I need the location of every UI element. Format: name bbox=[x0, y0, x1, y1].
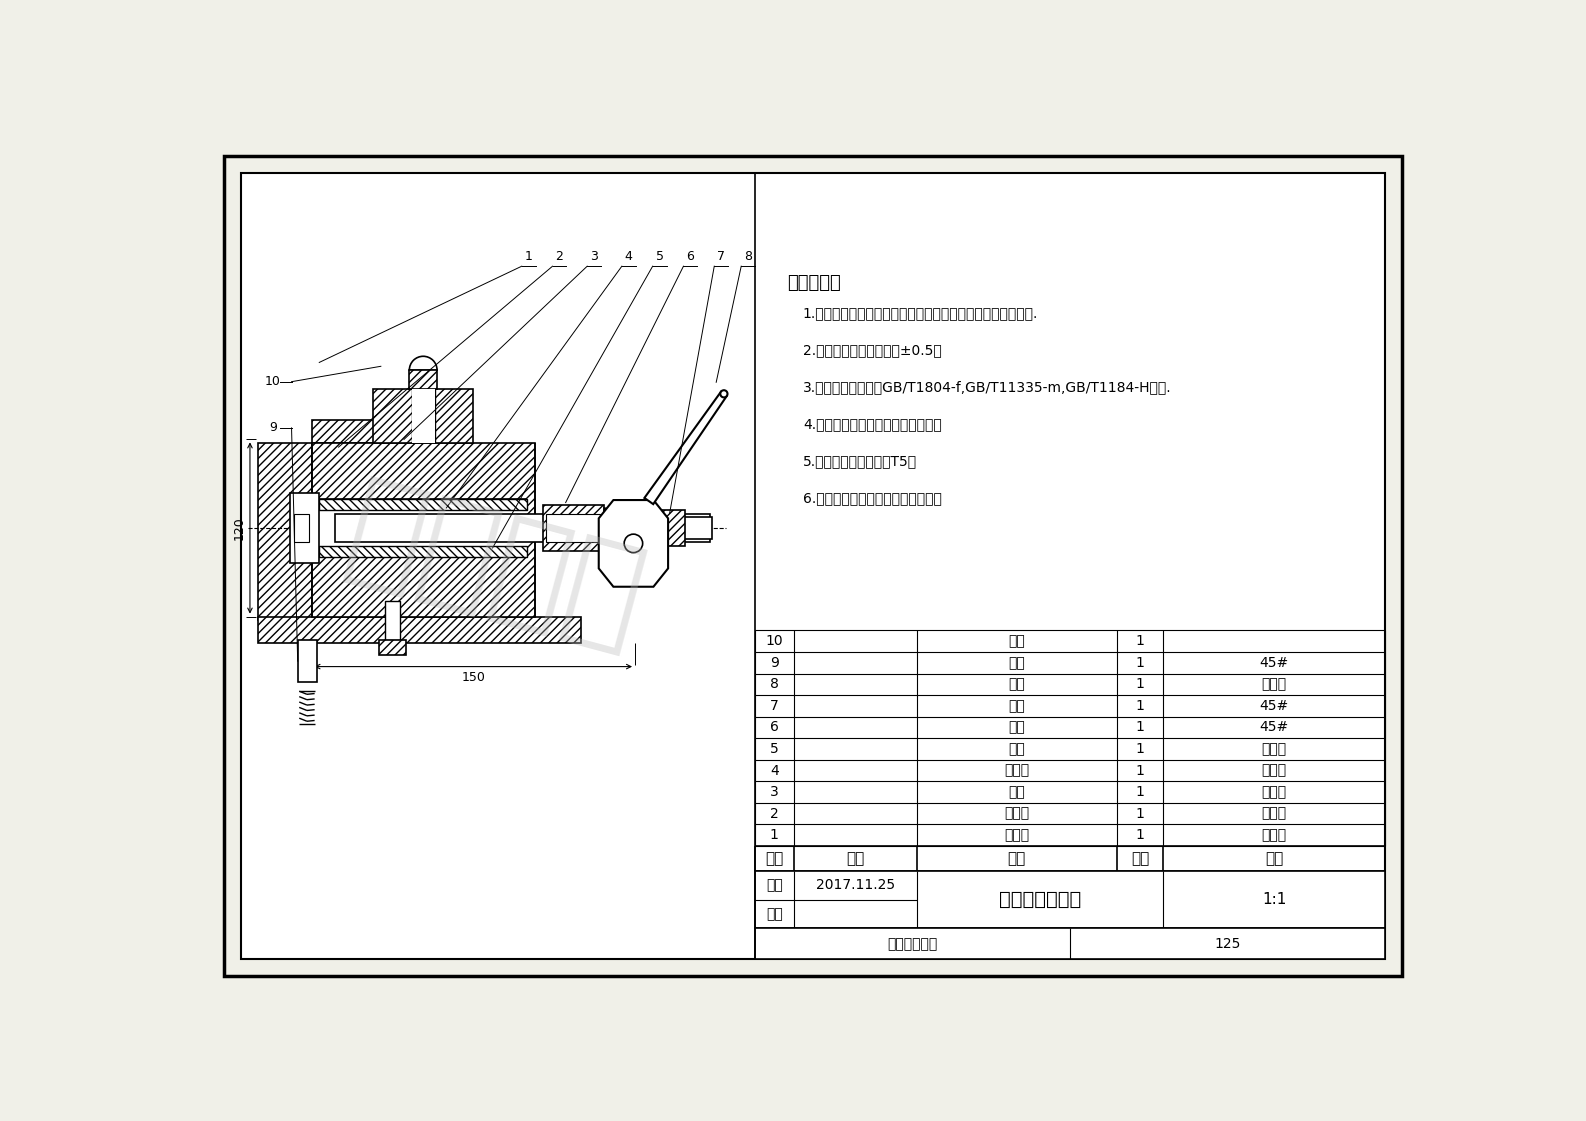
Text: 弹簧: 弹簧 bbox=[1009, 634, 1025, 648]
Text: 45#: 45# bbox=[1259, 656, 1289, 669]
Bar bbox=[412, 389, 435, 443]
Text: 4: 4 bbox=[769, 763, 779, 778]
Text: 45#: 45# bbox=[1259, 698, 1289, 713]
Text: 1: 1 bbox=[1136, 721, 1145, 734]
Bar bbox=[311, 443, 534, 617]
Text: 夹研科技: 夹研科技 bbox=[335, 470, 655, 664]
Text: 9: 9 bbox=[769, 656, 779, 669]
Polygon shape bbox=[644, 391, 726, 504]
Text: 1: 1 bbox=[525, 250, 533, 263]
Text: 支承轴: 支承轴 bbox=[1004, 828, 1029, 842]
Text: 铝合金: 铝合金 bbox=[1261, 785, 1286, 799]
Text: 45#: 45# bbox=[1259, 721, 1289, 734]
Text: 铝合金: 铝合金 bbox=[1261, 742, 1286, 756]
Text: 8: 8 bbox=[769, 677, 779, 692]
Text: 制图: 制图 bbox=[766, 878, 783, 892]
Text: 4.零件锐角倒钝；去除毛刺、飞边。: 4.零件锐角倒钝；去除毛刺、飞边。 bbox=[803, 417, 942, 432]
Text: 技术要求：: 技术要求： bbox=[787, 274, 841, 291]
Text: 螺塞: 螺塞 bbox=[1009, 656, 1025, 669]
Bar bbox=[547, 515, 601, 541]
Text: 自引式辅助支承: 自引式辅助支承 bbox=[999, 890, 1082, 909]
Text: 扳手: 扳手 bbox=[1009, 677, 1025, 692]
Text: 1: 1 bbox=[1136, 828, 1145, 842]
Text: 10: 10 bbox=[265, 376, 281, 388]
Bar bbox=[298, 640, 317, 682]
Text: 铝合金: 铝合金 bbox=[1261, 807, 1286, 821]
Text: 4: 4 bbox=[625, 250, 633, 263]
Text: 1: 1 bbox=[1136, 677, 1145, 692]
Bar bbox=[379, 640, 406, 655]
Text: 1: 1 bbox=[1136, 763, 1145, 778]
Wedge shape bbox=[409, 356, 438, 370]
Bar bbox=[257, 443, 311, 620]
Text: 1: 1 bbox=[1136, 698, 1145, 713]
Text: 2: 2 bbox=[769, 807, 779, 821]
Bar bbox=[385, 601, 400, 640]
Text: 衬套: 衬套 bbox=[1009, 785, 1025, 799]
Text: 1: 1 bbox=[1136, 634, 1145, 648]
Text: 序号: 序号 bbox=[764, 851, 783, 865]
Bar bbox=[319, 499, 527, 557]
Text: 铝合金: 铝合金 bbox=[1261, 763, 1286, 778]
Text: 6: 6 bbox=[687, 250, 695, 263]
Circle shape bbox=[720, 390, 728, 398]
Bar bbox=[257, 617, 580, 643]
Text: 1: 1 bbox=[1136, 742, 1145, 756]
Bar bbox=[755, 928, 1385, 960]
Text: 1: 1 bbox=[769, 828, 779, 842]
Bar bbox=[409, 370, 438, 389]
Text: 9: 9 bbox=[270, 421, 278, 435]
Text: 防尘盖: 防尘盖 bbox=[1004, 807, 1029, 821]
Text: 10: 10 bbox=[766, 634, 783, 648]
Text: 支承座: 支承座 bbox=[1004, 763, 1029, 778]
Text: 校核: 校核 bbox=[766, 907, 783, 921]
Text: 120: 120 bbox=[233, 516, 246, 540]
Polygon shape bbox=[600, 500, 668, 586]
Text: 5: 5 bbox=[655, 250, 663, 263]
Bar bbox=[319, 499, 527, 510]
Text: 1: 1 bbox=[1136, 656, 1145, 669]
Text: 名称: 名称 bbox=[1007, 851, 1026, 865]
Polygon shape bbox=[604, 508, 650, 548]
Text: 150: 150 bbox=[462, 670, 485, 684]
Text: 7: 7 bbox=[717, 250, 725, 263]
Text: 1: 1 bbox=[1136, 807, 1145, 821]
Bar bbox=[290, 492, 319, 564]
Text: 数量: 数量 bbox=[1131, 851, 1150, 865]
Text: 6: 6 bbox=[769, 721, 779, 734]
Text: 1.零件不能有变形、裂纹等缺陷，零件表面不能有划痕、擦伤.: 1.零件不能有变形、裂纹等缺陷，零件表面不能有划痕、擦伤. bbox=[803, 306, 1039, 321]
Text: 顶销: 顶销 bbox=[1009, 742, 1025, 756]
Text: 1: 1 bbox=[1136, 785, 1145, 799]
Text: 2: 2 bbox=[555, 250, 563, 263]
Bar bbox=[319, 546, 527, 557]
Text: 8: 8 bbox=[744, 250, 752, 263]
Text: 重庆夹研科技: 重庆夹研科技 bbox=[888, 937, 937, 951]
Bar bbox=[373, 389, 473, 443]
Text: 螺套: 螺套 bbox=[1009, 698, 1025, 713]
Text: 125: 125 bbox=[1215, 937, 1240, 951]
Text: 螺柱: 螺柱 bbox=[1009, 721, 1025, 734]
Bar bbox=[311, 420, 389, 443]
Text: 3: 3 bbox=[590, 250, 598, 263]
Text: 1:1: 1:1 bbox=[1262, 892, 1286, 907]
Bar bbox=[293, 515, 309, 541]
Text: 铝合金: 铝合金 bbox=[1261, 828, 1286, 842]
Text: 7: 7 bbox=[769, 698, 779, 713]
Bar bbox=[661, 510, 685, 546]
Text: 3.零件未注公差按照GB/T1804-f,GB/T11335-m,GB/T1184-H执行.: 3.零件未注公差按照GB/T1804-f,GB/T11335-m,GB/T118… bbox=[803, 380, 1172, 395]
Text: 5.铝合金零件热处理：T5。: 5.铝合金零件热处理：T5。 bbox=[803, 454, 917, 469]
Bar bbox=[755, 871, 1385, 928]
Circle shape bbox=[625, 534, 642, 553]
Text: 标准: 标准 bbox=[845, 851, 864, 865]
Text: 5: 5 bbox=[769, 742, 779, 756]
Text: 3: 3 bbox=[769, 785, 779, 799]
Text: 6.装配松紧适度，不能有卡死现象。: 6.装配松紧适度，不能有卡死现象。 bbox=[803, 491, 942, 506]
Text: 材料: 材料 bbox=[1266, 851, 1283, 865]
Bar bbox=[335, 515, 711, 541]
Text: 2.零件未注尺寸允许偏差±0.5。: 2.零件未注尺寸允许偏差±0.5。 bbox=[803, 343, 942, 358]
Bar bbox=[650, 517, 712, 539]
Text: 2017.11.25: 2017.11.25 bbox=[815, 878, 895, 892]
Bar bbox=[542, 504, 604, 552]
Text: 铝合金: 铝合金 bbox=[1261, 677, 1286, 692]
